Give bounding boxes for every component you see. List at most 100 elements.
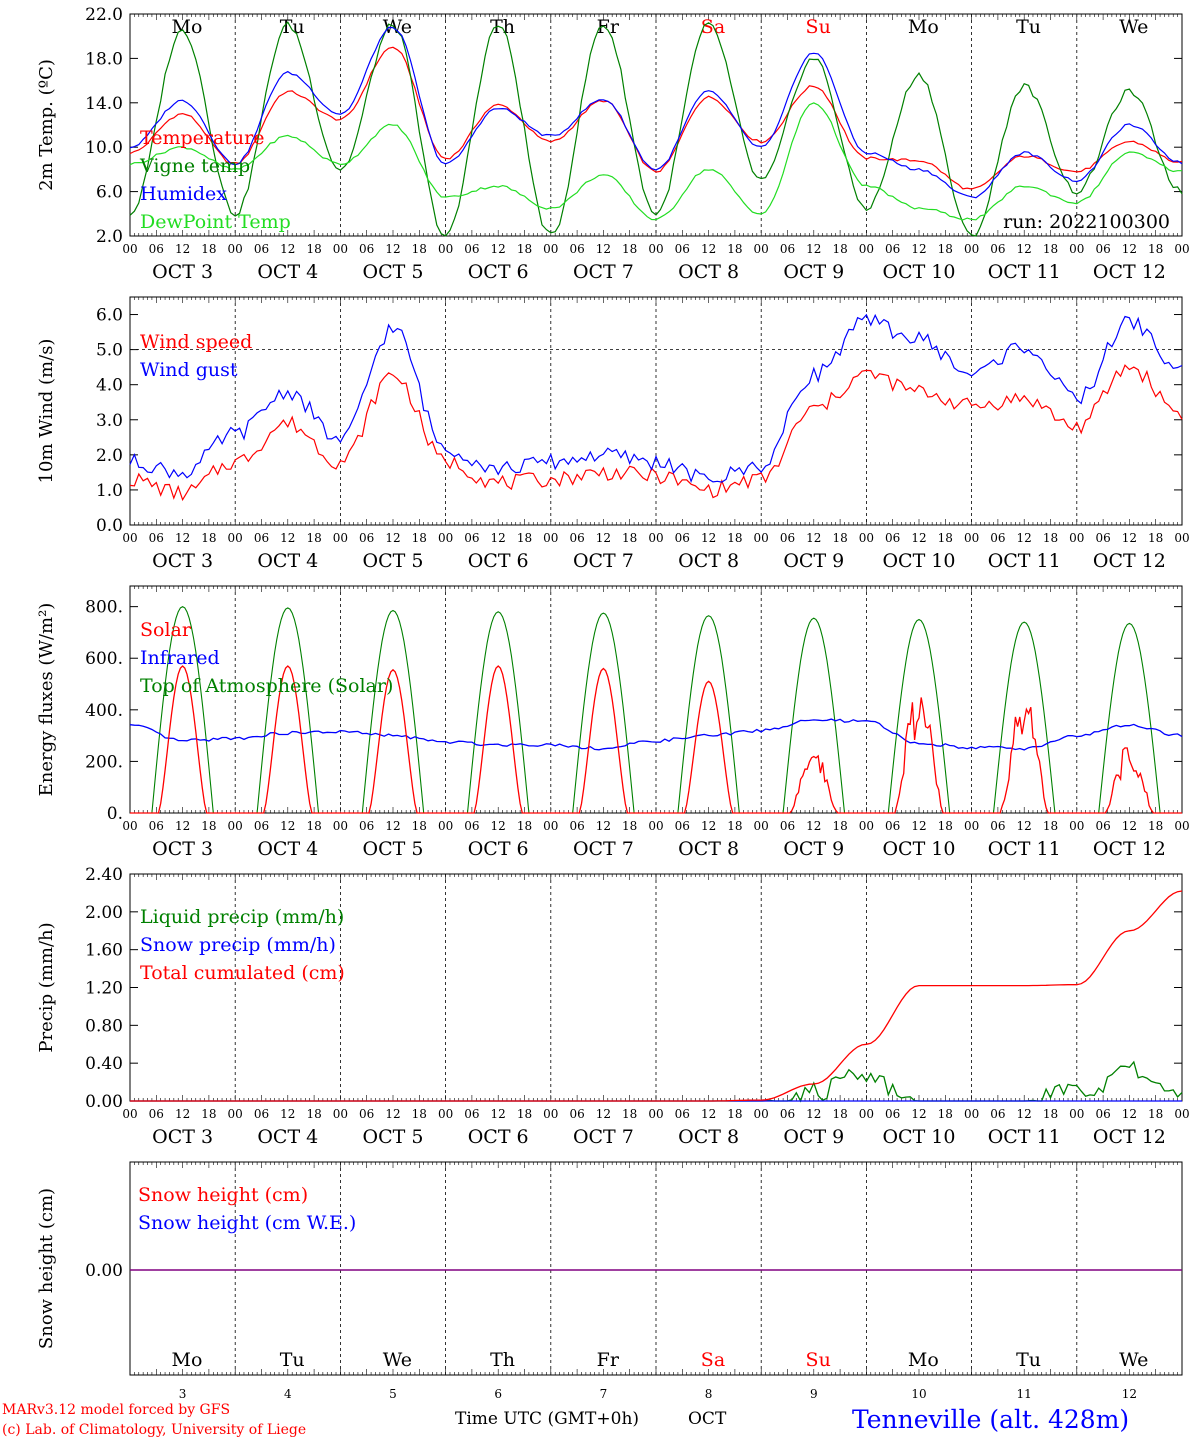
day-number: 7 <box>600 1387 608 1401</box>
hour-tick-label: 06 <box>1095 242 1110 256</box>
hour-tick-label: 18 <box>938 531 953 545</box>
legend-entry: Snow height (cm W.E.) <box>138 1212 356 1234</box>
y-tick-label: 3.0 <box>96 411 123 431</box>
day-number: 10 <box>911 1387 926 1401</box>
date-label: OCT 4 <box>257 838 318 860</box>
hour-tick-label: 00 <box>122 1107 137 1121</box>
day-name: Su <box>806 16 831 38</box>
hour-tick-label: 18 <box>622 1107 637 1121</box>
hour-tick-label: 06 <box>885 531 900 545</box>
hour-tick-label: 06 <box>569 531 584 545</box>
hour-tick-label: 00 <box>1069 242 1084 256</box>
hour-tick-label: 00 <box>122 242 137 256</box>
y-tick-label: 0.40 <box>85 1054 123 1074</box>
series-line-solar <box>130 665 1182 814</box>
date-label: OCT 5 <box>363 261 424 283</box>
date-label: OCT 7 <box>573 261 634 283</box>
day-number: 12 <box>1122 1387 1137 1401</box>
hour-tick-label: 12 <box>911 242 926 256</box>
hour-tick-label: 18 <box>201 242 216 256</box>
hour-tick-label: 12 <box>1017 819 1032 833</box>
date-label: OCT 4 <box>257 1126 318 1148</box>
y-tick-label: 2.00 <box>85 903 123 923</box>
y-tick-label: 0.00 <box>85 1092 123 1112</box>
hour-tick-label: 06 <box>675 531 690 545</box>
day-number: 8 <box>705 1387 713 1401</box>
date-label: OCT 8 <box>678 838 739 860</box>
hour-tick-label: 18 <box>622 242 637 256</box>
hour-tick-label: 18 <box>622 531 637 545</box>
date-label: OCT 8 <box>678 550 739 572</box>
y-axis-label: Energy fluxes (W/m²) <box>36 603 57 797</box>
hour-tick-label: 18 <box>412 1107 427 1121</box>
hour-tick-label: 00 <box>964 242 979 256</box>
y-tick-label: 22.0 <box>85 5 123 25</box>
hour-tick-label: 00 <box>648 819 663 833</box>
hour-tick-label: 00 <box>228 242 243 256</box>
hour-tick-label: 06 <box>359 819 374 833</box>
day-name: We <box>383 16 412 38</box>
hour-tick-label: 18 <box>938 819 953 833</box>
hour-tick-label: 00 <box>648 531 663 545</box>
legend-entry: Top of Atmosphere (Solar) <box>140 675 393 697</box>
y-tick-label: 2.40 <box>85 865 123 885</box>
hour-tick-label: 06 <box>254 819 269 833</box>
hour-tick-label: 06 <box>254 242 269 256</box>
panel-3: 00 06 12 18 00 06 12 18 00 06 12 18 00 06 12 18 00 06 12 18… <box>36 585 1190 860</box>
legend-entry: DewPoint Temp <box>140 211 291 233</box>
hour-tick-label: 12 <box>175 242 190 256</box>
hour-tick-label: 18 <box>517 531 532 545</box>
hour-tick-label: 12 <box>280 242 295 256</box>
hour-tick-label: 18 <box>201 819 216 833</box>
y-tick-label: 1.60 <box>85 941 123 961</box>
hour-tick-label: 12 <box>806 242 821 256</box>
hour-tick-label: 00 <box>1069 1107 1084 1121</box>
hour-tick-label: 00 <box>333 1107 348 1121</box>
hour-tick-label: 12 <box>911 1107 926 1121</box>
hour-tick-label: 12 <box>806 819 821 833</box>
hour-tick-label: 00 <box>333 242 348 256</box>
hour-tick-label: 12 <box>385 242 400 256</box>
hour-tick-label: 18 <box>727 1107 742 1121</box>
hour-tick-label: 00 <box>754 1107 769 1121</box>
hour-tick-label: 00 <box>438 531 453 545</box>
hour-tick-label: 12 <box>175 1107 190 1121</box>
hour-tick-label: 18 <box>1148 531 1163 545</box>
hour-tick-label: 12 <box>491 819 506 833</box>
date-label: OCT 7 <box>573 1126 634 1148</box>
time-axis-label: Time UTC (GMT+0h) <box>455 1409 639 1429</box>
meteogram-panels: 00 06 12 18 00 06 12 18 00 06 12 18 00 06 12 18 00 06 12 18… <box>36 5 1190 1401</box>
hour-tick-label: 00 <box>228 1107 243 1121</box>
day-name: We <box>383 1349 412 1371</box>
hour-tick-label: 00 <box>964 531 979 545</box>
hour-tick-label: 18 <box>727 531 742 545</box>
date-label: OCT 6 <box>468 838 529 860</box>
panel-5: 0.00 Snow height (cm) Snow height (cm) Snow… <box>36 1161 1183 1401</box>
hour-tick-label: 00 <box>438 242 453 256</box>
date-label: OCT 6 <box>468 261 529 283</box>
date-label: OCT 5 <box>363 550 424 572</box>
hour-tick-label: 06 <box>254 1107 269 1121</box>
hour-tick-label: 18 <box>832 819 847 833</box>
day-name: Mo <box>908 16 939 38</box>
hour-tick-label: 00 <box>648 242 663 256</box>
date-label: OCT 4 <box>257 261 318 283</box>
y-tick-label: 10.0 <box>85 138 123 158</box>
hour-tick-label: 18 <box>1148 242 1163 256</box>
hour-tick-label: 06 <box>464 1107 479 1121</box>
date-label: OCT 7 <box>573 550 634 572</box>
date-label: OCT 11 <box>988 261 1061 283</box>
date-label: OCT 12 <box>1093 838 1166 860</box>
day-name: Mo <box>172 1349 203 1371</box>
hour-tick-label: 12 <box>175 531 190 545</box>
hour-tick-label: 06 <box>780 531 795 545</box>
hour-tick-label: 18 <box>306 242 321 256</box>
hour-tick-label: 12 <box>1122 819 1137 833</box>
hour-tick-label: 12 <box>1122 1107 1137 1121</box>
hour-tick-label: 00 <box>754 242 769 256</box>
series-line-3 <box>130 890 1183 1102</box>
hour-tick-label: 06 <box>569 819 584 833</box>
legend-entry: Temperature <box>140 127 264 149</box>
hour-tick-label: 06 <box>675 242 690 256</box>
hour-tick-label: 06 <box>885 819 900 833</box>
